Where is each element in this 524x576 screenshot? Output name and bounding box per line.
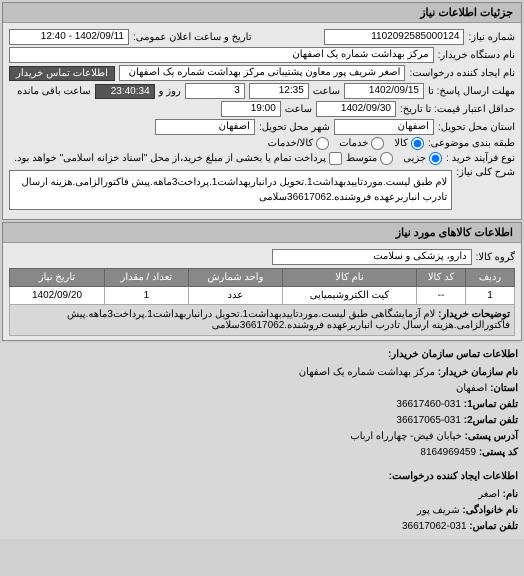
org-name-field: مرکز بهداشت شماره یک اصفهان: [9, 47, 434, 63]
buy-type-label: نوع فرآیند خرید :: [446, 153, 515, 164]
th-date: تاریخ نیاز: [10, 269, 105, 287]
th-row: ردیف: [466, 269, 515, 287]
delivery-province-label: استان محل تحویل:: [438, 122, 515, 133]
cb-phone2-label: تلفن تماس2:: [464, 415, 518, 426]
general-desc-box: لام طبق لیست.موردتاییدبهداشت1.تحویل دران…: [9, 170, 452, 210]
radio-khadamat[interactable]: خدمات: [339, 137, 384, 150]
td-unit: عدد: [188, 287, 282, 305]
cc-phone: 031-36617062: [402, 521, 467, 532]
cc-family-label: نام خانوادگی:: [462, 505, 518, 516]
td-row: 1: [466, 287, 515, 305]
cb-phone1: 031-36617460: [396, 399, 461, 410]
radio-both[interactable]: کالا/خدمات: [268, 137, 330, 150]
price-valid-label: حداقل اعتبار قیمت: تا تاریخ:: [400, 104, 515, 115]
panel2-header: اطلاعات کالاهای مورد نیاز: [3, 223, 521, 243]
time-label-1: ساعت: [313, 86, 340, 97]
requester-field: اصغر شریف پور معاون پشتیبانی مرکز بهداشت…: [119, 65, 406, 81]
radio-kala[interactable]: کالا: [394, 137, 424, 150]
cb-address-label: آدرس پستی:: [465, 431, 518, 442]
cb-province-label: استان:: [490, 383, 518, 394]
group-type-radios: کالا خدمات کالا/خدمات: [268, 137, 424, 150]
cc-name-label: نام:: [503, 489, 518, 500]
remain-days-label: روز و: [159, 86, 181, 97]
buy-type-radios: جزیی متوسط: [346, 152, 442, 165]
org-name-label: نام دستگاه خریدار:: [438, 50, 515, 61]
panel1-body: شماره نیاز: 1102092585000124 تاریخ و ساع…: [3, 23, 521, 219]
request-number-field: 1102092585000124: [324, 29, 464, 45]
remain-time-field: 23:40:34: [95, 84, 155, 99]
td-code: --: [416, 287, 465, 305]
contact-creator-title: اطلاعات ایجاد کننده درخواست:: [6, 469, 518, 485]
requester-label: نام ایجاد کننده درخواست:: [409, 68, 515, 79]
cb-postal-label: کد پستی:: [479, 447, 518, 458]
cb-address: خیابان فیض- چهارراه ارباب: [350, 431, 462, 442]
payment-checkbox[interactable]: پرداخت تمام یا بخشی از مبلغ خرید،از محل …: [14, 152, 342, 165]
table-row: 1 -- کیت الکتروشیمیایی عدد 1 1402/09/20: [10, 287, 515, 305]
remain-days-field: 3: [185, 83, 245, 99]
goods-group-label: گروه کالا:: [476, 252, 515, 263]
cb-phone1-label: تلفن تماس1:: [464, 399, 518, 410]
radio-kala-input[interactable]: [411, 137, 424, 150]
td-qty: 1: [104, 287, 188, 305]
delivery-city-field: اصفهان: [155, 119, 255, 135]
cb-org-label: نام سازمان خریدار:: [438, 367, 518, 378]
group-type-label: طبقه بندی موضوعی:: [428, 138, 515, 149]
radio-motevaset-input[interactable]: [380, 152, 393, 165]
contact-creator-section: اطلاعات ایجاد کننده درخواست: نام: اصغر ن…: [0, 465, 524, 539]
table-desc-cell: توضیحات خریدار: لام آزمایشگاهی طبق لیست.…: [10, 305, 515, 336]
cc-name: اصغر: [478, 489, 500, 500]
request-number-label: شماره نیاز:: [468, 32, 515, 43]
contact-buyer-title: اطلاعات تماس سازمان خریدار:: [6, 347, 518, 363]
radio-khadamat-input[interactable]: [371, 137, 384, 150]
deadline-send-label: مهلت ارسال پاسخ: تا: [428, 86, 515, 97]
time-label-2: ساعت: [285, 104, 312, 115]
radio-motevaset[interactable]: متوسط: [346, 152, 393, 165]
td-name: کیت الکتروشیمیایی: [283, 287, 417, 305]
cc-family: شریف پور: [417, 505, 460, 516]
delivery-city-label: شهر محل تحویل:: [259, 122, 330, 133]
contact-buyer-button[interactable]: اطلاعات تماس خریدار: [9, 66, 115, 81]
goods-group-field: دارو، پزشکی و سلامت: [272, 249, 472, 265]
th-unit: واحد شمارش: [188, 269, 282, 287]
panel2-body: گروه کالا: دارو، پزشکی و سلامت ردیف کد ک…: [3, 243, 521, 340]
radio-both-input[interactable]: [316, 137, 329, 150]
cb-postal: 8164969459: [420, 447, 476, 458]
deadline-date-field: 1402/09/15: [344, 83, 424, 99]
remain-end-label: ساعت باقی مانده: [17, 86, 90, 97]
goods-panel: اطلاعات کالاهای مورد نیاز گروه کالا: دار…: [2, 222, 522, 341]
announce-label: تاریخ و ساعت اعلان عمومی:: [133, 32, 252, 43]
cb-province: اصفهان: [456, 383, 487, 394]
goods-table: ردیف کد کالا نام کالا واحد شمارش تعداد /…: [9, 268, 515, 336]
payment-checkbox-input[interactable]: [329, 152, 342, 165]
main-panel: جزئیات اطلاعات نیاز شماره نیاز: 11020925…: [2, 2, 522, 220]
cb-org: مرکز بهداشت شماره یک اصفهان: [299, 367, 435, 378]
cb-phone2: 031-36617065: [396, 415, 461, 426]
cc-phone-label: تلفن تماس:: [469, 521, 518, 532]
general-desc-label: شرح کلی نیاز:: [456, 167, 515, 178]
price-valid-date-field: 1402/09/30: [316, 101, 396, 117]
table-desc-label: توضیحات خریدار:: [438, 309, 510, 320]
contact-buyer-section: اطلاعات تماس سازمان خریدار: نام سازمان خ…: [0, 343, 524, 465]
deadline-time-field: 12:35: [249, 83, 309, 99]
announce-field: 1402/09/11 - 12:40: [9, 29, 129, 45]
th-qty: تعداد / مقدار: [104, 269, 188, 287]
td-date: 1402/09/20: [10, 287, 105, 305]
delivery-province-field: اصفهان: [334, 119, 434, 135]
th-code: کد کالا: [416, 269, 465, 287]
th-name: نام کالا: [283, 269, 417, 287]
radio-jozei[interactable]: جزیی: [403, 152, 442, 165]
radio-jozei-input[interactable]: [429, 152, 442, 165]
table-desc-row: توضیحات خریدار: لام آزمایشگاهی طبق لیست.…: [10, 305, 515, 336]
price-valid-time-field: 19:00: [221, 101, 281, 117]
panel1-header: جزئیات اطلاعات نیاز: [3, 3, 521, 23]
